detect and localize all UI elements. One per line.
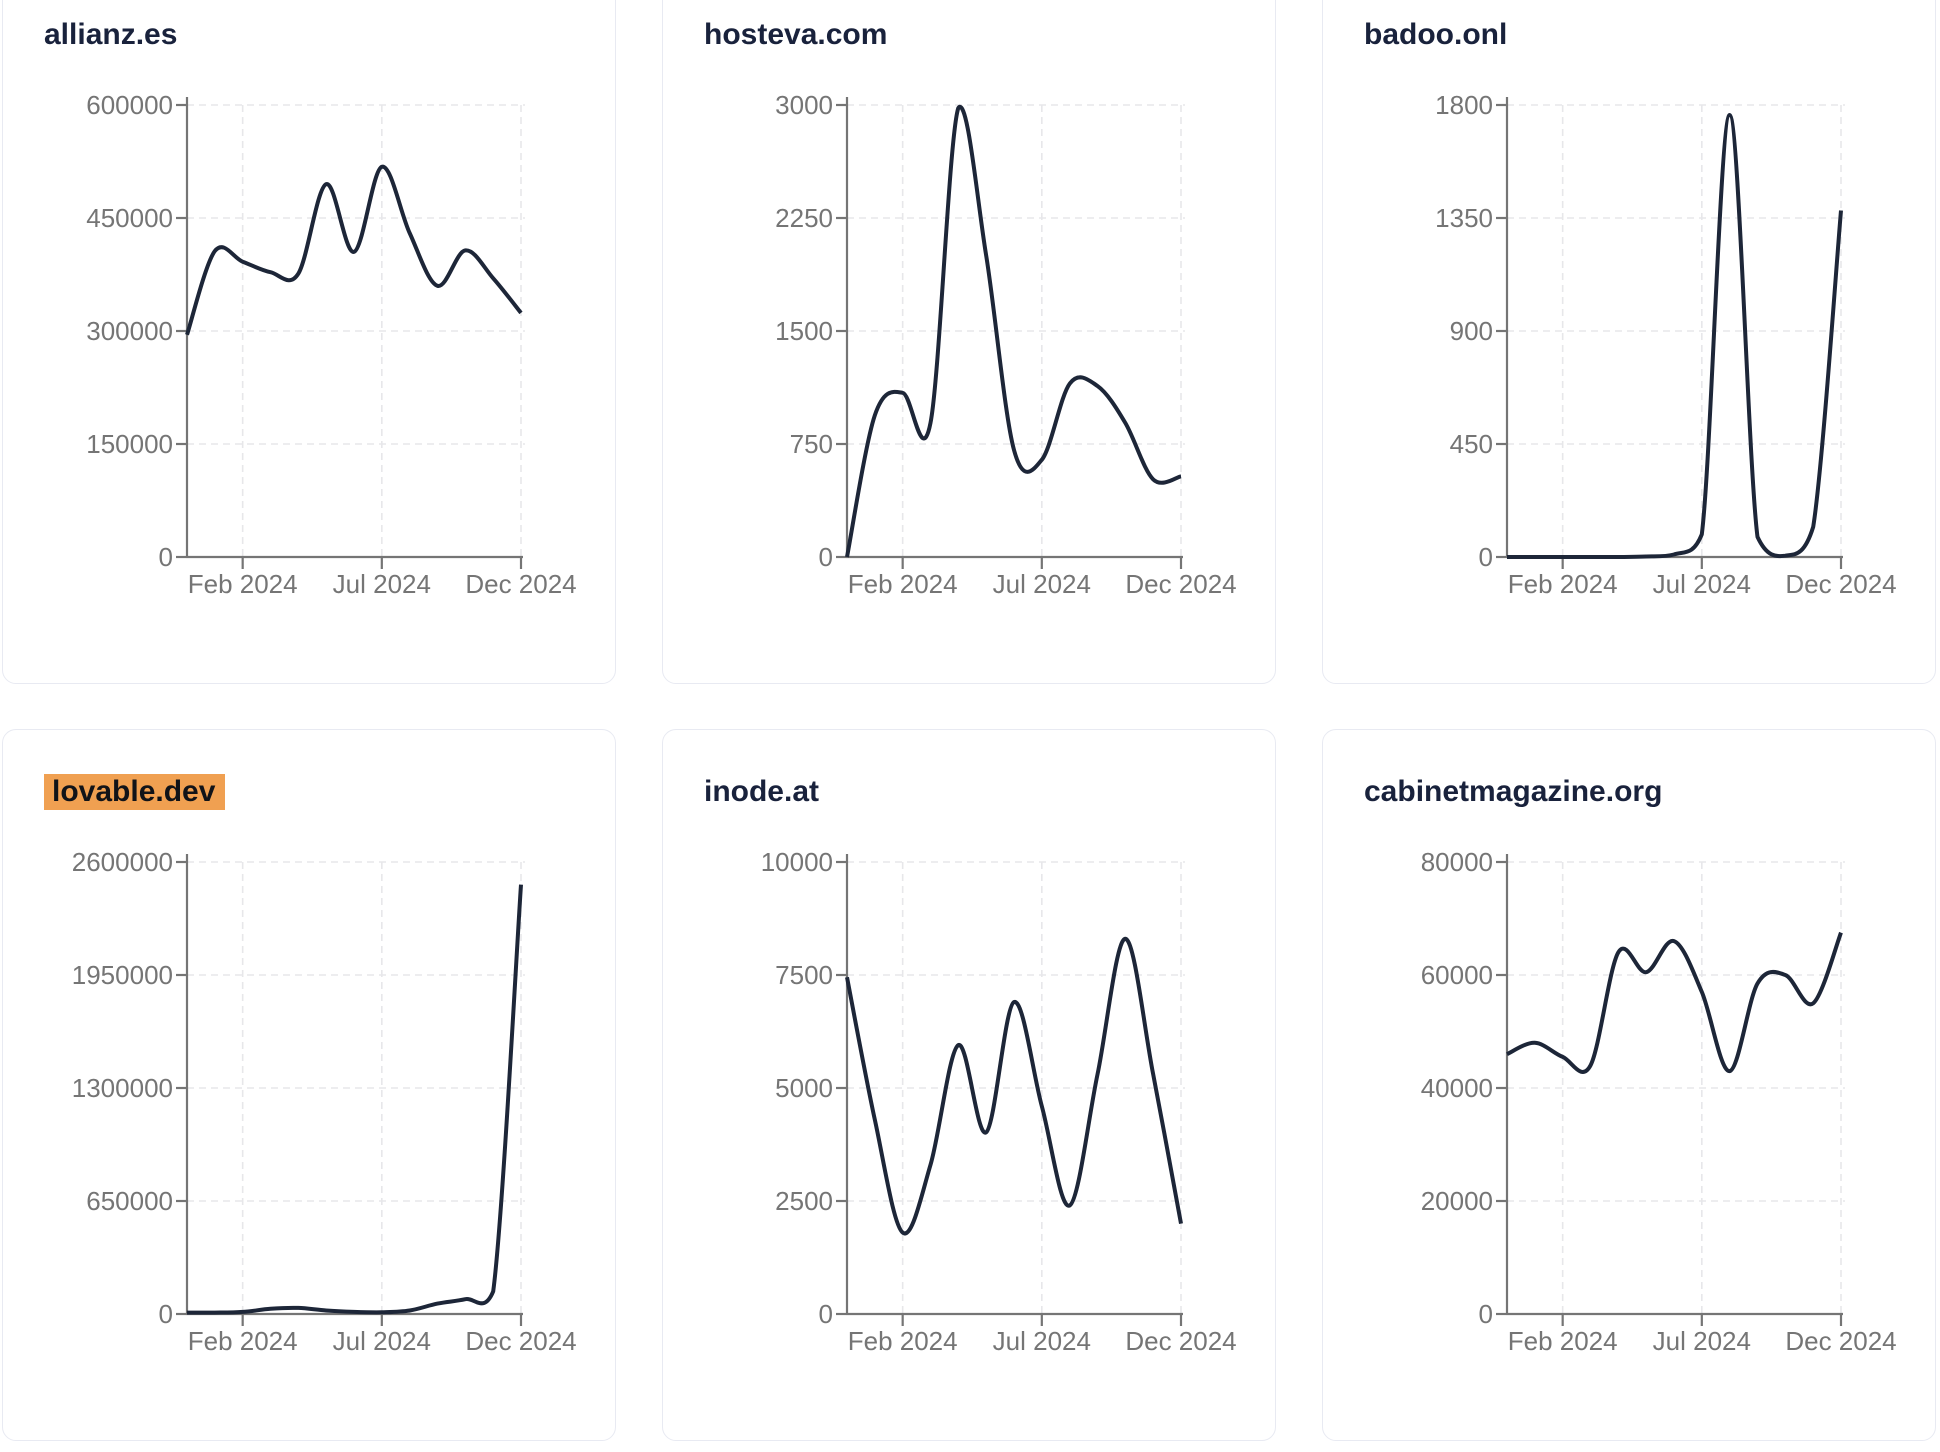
chart-title-text: hosteva.com bbox=[704, 18, 888, 51]
chart-title: cabinetmagazine.org bbox=[1364, 774, 1662, 810]
chart-title: lovable.dev bbox=[44, 774, 226, 810]
line-chart: 0 650000 1300000 1950000 2600000 Feb 2024 Jul … bbox=[72, 847, 577, 1356]
y-tick-label: 60000 bbox=[1421, 960, 1493, 990]
x-tick-label: Jul 2024 bbox=[1653, 569, 1751, 599]
series-line bbox=[845, 936, 1183, 1236]
chart-card[interactable]: lovable.dev 0 650000 1300000 1950000 2600000… bbox=[2, 729, 616, 1441]
y-tick-label: 7500 bbox=[775, 960, 833, 990]
y-tick-label: 3000 bbox=[775, 90, 833, 120]
y-tick-label: 40000 bbox=[1421, 1073, 1493, 1103]
chart-title-text: lovable.dev bbox=[44, 774, 226, 810]
y-tick-label: 0 bbox=[159, 1299, 173, 1329]
y-tick-label: 0 bbox=[1479, 542, 1493, 572]
chart-title: allianz.es bbox=[44, 17, 177, 53]
line-chart: 0 750 1500 2250 3000 Feb 2024 Jul 2024 Dec 2024 bbox=[775, 90, 1237, 599]
chart-title-text: inode.at bbox=[704, 775, 820, 808]
x-tick-label: Feb 2024 bbox=[848, 1326, 958, 1356]
x-tick-label: Dec 2024 bbox=[1785, 1326, 1896, 1356]
x-tick-label: Jul 2024 bbox=[333, 569, 431, 599]
y-tick-label: 80000 bbox=[1421, 847, 1493, 877]
series-line bbox=[1507, 112, 1843, 559]
y-tick-label: 0 bbox=[159, 542, 173, 572]
chart-card[interactable]: allianz.es 0 150000 300000 450000 600000 Feb … bbox=[2, 0, 616, 684]
chart-title: inode.at bbox=[704, 774, 819, 810]
y-tick-label: 20000 bbox=[1421, 1186, 1493, 1216]
y-tick-label: 300000 bbox=[86, 316, 173, 346]
x-tick-label: Dec 2024 bbox=[1125, 569, 1236, 599]
x-tick-label: Dec 2024 bbox=[1125, 1326, 1236, 1356]
y-tick-label: 10000 bbox=[761, 847, 833, 877]
chart-title-text: cabinetmagazine.org bbox=[1364, 775, 1663, 808]
y-tick-label: 0 bbox=[1479, 1299, 1493, 1329]
y-tick-label: 450 bbox=[1450, 429, 1493, 459]
chart-card[interactable]: badoo.onl 0 450 900 1350 1800 Feb 2024 Jul 202… bbox=[1322, 0, 1936, 684]
line-chart: 0 150000 300000 450000 600000 Feb 2024 Jul 202… bbox=[86, 90, 576, 599]
y-tick-label: 1950000 bbox=[72, 960, 173, 990]
y-tick-label: 2250 bbox=[775, 203, 833, 233]
x-tick-label: Jul 2024 bbox=[333, 1326, 431, 1356]
x-tick-label: Jul 2024 bbox=[993, 569, 1091, 599]
x-tick-label: Jul 2024 bbox=[993, 1326, 1091, 1356]
y-tick-label: 0 bbox=[819, 542, 833, 572]
x-tick-label: Feb 2024 bbox=[1508, 569, 1618, 599]
series-line bbox=[186, 884, 523, 1315]
x-tick-label: Dec 2024 bbox=[1785, 569, 1896, 599]
line-chart: 0 2500 5000 7500 10000 Feb 2024 Jul 2024 Dec 20… bbox=[761, 847, 1237, 1356]
x-tick-label: Dec 2024 bbox=[465, 1326, 576, 1356]
chart-title-text: allianz.es bbox=[44, 18, 178, 51]
x-tick-label: Feb 2024 bbox=[188, 569, 298, 599]
y-tick-label: 150000 bbox=[86, 429, 173, 459]
y-tick-label: 0 bbox=[819, 1299, 833, 1329]
chart-card[interactable]: inode.at 0 2500 5000 7500 10000 Feb 2024 Jul 2… bbox=[662, 729, 1276, 1441]
series-line bbox=[845, 104, 1182, 558]
y-tick-label: 5000 bbox=[775, 1073, 833, 1103]
x-tick-label: Jul 2024 bbox=[1653, 1326, 1751, 1356]
y-tick-label: 450000 bbox=[86, 203, 173, 233]
x-tick-label: Feb 2024 bbox=[1508, 1326, 1618, 1356]
chart-title: hosteva.com bbox=[704, 17, 887, 53]
x-tick-label: Dec 2024 bbox=[465, 569, 576, 599]
y-tick-label: 2500 bbox=[775, 1186, 833, 1216]
line-chart: 0 450 900 1350 1800 Feb 2024 Jul 2024 Dec 2024 bbox=[1435, 90, 1897, 599]
y-tick-label: 750 bbox=[790, 429, 833, 459]
chart-card[interactable]: cabinetmagazine.org 0 20000 40000 60000 8000… bbox=[1322, 729, 1936, 1441]
y-tick-label: 1800 bbox=[1435, 90, 1493, 120]
y-tick-label: 2600000 bbox=[72, 847, 173, 877]
line-chart: 0 20000 40000 60000 80000 Feb 2024 Jul 2024 Dec… bbox=[1421, 847, 1897, 1356]
x-tick-label: Feb 2024 bbox=[848, 569, 958, 599]
chart-title-text: badoo.onl bbox=[1364, 18, 1508, 51]
y-tick-label: 900 bbox=[1450, 316, 1493, 346]
chart-card[interactable]: hosteva.com 0 750 1500 2250 3000 Feb 2024 Jul … bbox=[662, 0, 1276, 684]
x-tick-label: Feb 2024 bbox=[188, 1326, 298, 1356]
y-tick-label: 1350 bbox=[1435, 203, 1493, 233]
y-tick-label: 600000 bbox=[86, 90, 173, 120]
series-line bbox=[1506, 931, 1843, 1074]
series-line bbox=[185, 164, 523, 336]
y-tick-label: 650000 bbox=[86, 1186, 173, 1216]
y-tick-label: 1300000 bbox=[72, 1073, 173, 1103]
y-tick-label: 1500 bbox=[775, 316, 833, 346]
chart-title: badoo.onl bbox=[1364, 17, 1507, 53]
